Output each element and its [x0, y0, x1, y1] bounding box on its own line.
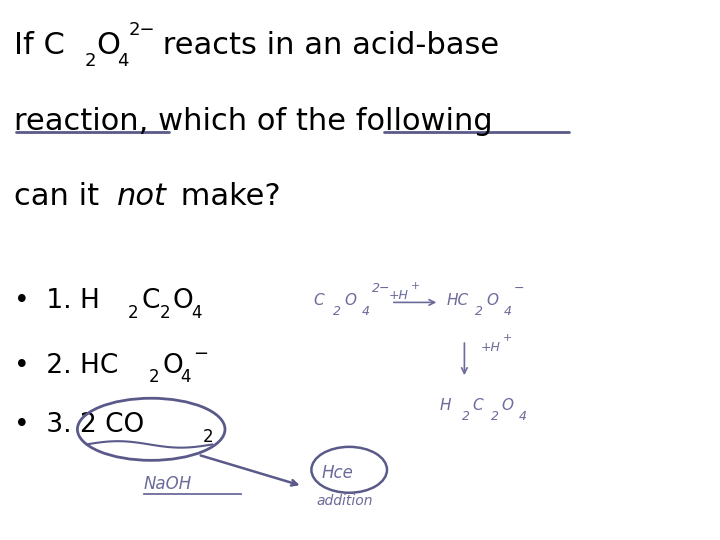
- Text: 2: 2: [149, 368, 160, 386]
- Text: O: O: [486, 293, 498, 308]
- Text: If C: If C: [14, 31, 66, 60]
- Text: 2: 2: [333, 305, 341, 318]
- Text: 2: 2: [84, 52, 96, 70]
- Text: O: O: [173, 288, 194, 314]
- Text: 2: 2: [475, 305, 483, 318]
- Text: reacts in an acid-base: reacts in an acid-base: [153, 31, 500, 60]
- Text: reaction, which of the following: reaction, which of the following: [14, 106, 493, 136]
- Text: H: H: [439, 399, 451, 414]
- Text: NaOH: NaOH: [144, 475, 192, 492]
- Text: addition: addition: [317, 494, 373, 508]
- Text: make?: make?: [171, 182, 280, 211]
- Text: Hce: Hce: [322, 463, 354, 482]
- Text: O: O: [344, 293, 356, 308]
- Text: not: not: [117, 182, 167, 211]
- Text: C: C: [472, 399, 483, 414]
- Text: •  1. H: • 1. H: [14, 288, 100, 314]
- Text: 2: 2: [202, 428, 213, 445]
- Text: 2: 2: [491, 410, 499, 423]
- Text: 4: 4: [504, 305, 512, 318]
- Text: −: −: [514, 281, 525, 295]
- Text: C: C: [141, 288, 160, 314]
- Text: 2: 2: [160, 303, 171, 321]
- Text: HC: HC: [446, 293, 469, 308]
- Text: O: O: [162, 353, 183, 379]
- Text: 4: 4: [117, 52, 129, 70]
- Text: 2−: 2−: [129, 21, 156, 39]
- Text: +: +: [410, 281, 420, 291]
- Text: C: C: [313, 293, 324, 308]
- Text: 4: 4: [192, 303, 202, 321]
- Text: +: +: [503, 333, 512, 343]
- Text: 4: 4: [519, 410, 527, 423]
- Text: O: O: [501, 399, 513, 414]
- Text: 4: 4: [362, 305, 370, 318]
- Text: can it: can it: [14, 182, 109, 211]
- Text: •  3. 2 CO: • 3. 2 CO: [14, 412, 145, 438]
- Text: 2: 2: [128, 303, 139, 321]
- Text: 4: 4: [181, 368, 192, 386]
- Text: O: O: [96, 31, 120, 60]
- Text: 2: 2: [462, 410, 470, 423]
- Text: 2−: 2−: [372, 281, 391, 295]
- Text: +H: +H: [389, 288, 409, 302]
- Text: •  2. HC: • 2. HC: [14, 353, 119, 379]
- Text: −: −: [193, 345, 208, 363]
- Text: +H: +H: [481, 341, 501, 354]
